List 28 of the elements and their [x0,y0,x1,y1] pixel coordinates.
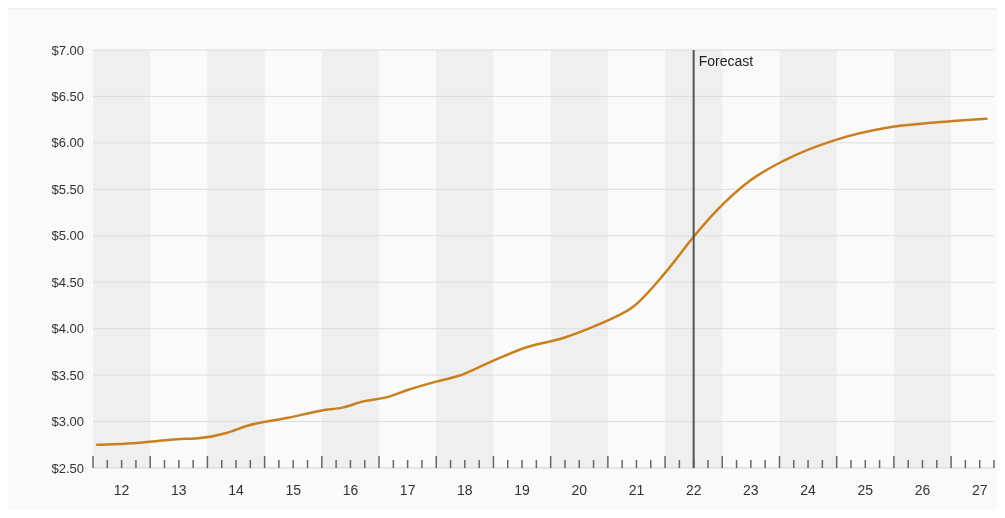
x-tick-label: 17 [399,482,416,498]
x-tick-label: 25 [857,482,874,498]
y-tick-label: $4.50 [51,274,84,290]
x-tick-label: 23 [743,482,759,498]
x-tick-label: 27 [971,482,988,498]
x-tick-label: 18 [457,482,473,498]
y-tick-label: $4.00 [51,321,84,337]
y-tick-label: $2.50 [51,460,84,476]
x-tick-label: 21 [628,482,645,498]
y-tick-label: $3.00 [51,414,84,430]
x-tick-label: 26 [914,482,931,498]
y-tick-label: $7.00 [51,42,84,58]
x-tick-label: 24 [800,482,817,498]
x-tick-label: 13 [171,482,187,498]
x-tick-label: 19 [514,482,531,498]
y-tick-label: $5.00 [51,228,84,244]
x-tick-label: 20 [571,482,588,498]
ref-line-label: Forecast [698,53,754,69]
y-tick-label: $6.00 [51,135,84,151]
y-tick-label: $5.50 [51,181,84,197]
line-series [95,117,988,447]
x-tick-label: 12 [113,482,130,498]
x-tick-label: 16 [342,482,359,498]
x-tick-label: 15 [285,482,302,498]
y-tick-label: $3.50 [51,367,84,383]
x-tick-label: 14 [228,482,245,498]
x-tick-label: 22 [685,482,702,498]
y-tick-label: $6.50 [51,88,84,104]
